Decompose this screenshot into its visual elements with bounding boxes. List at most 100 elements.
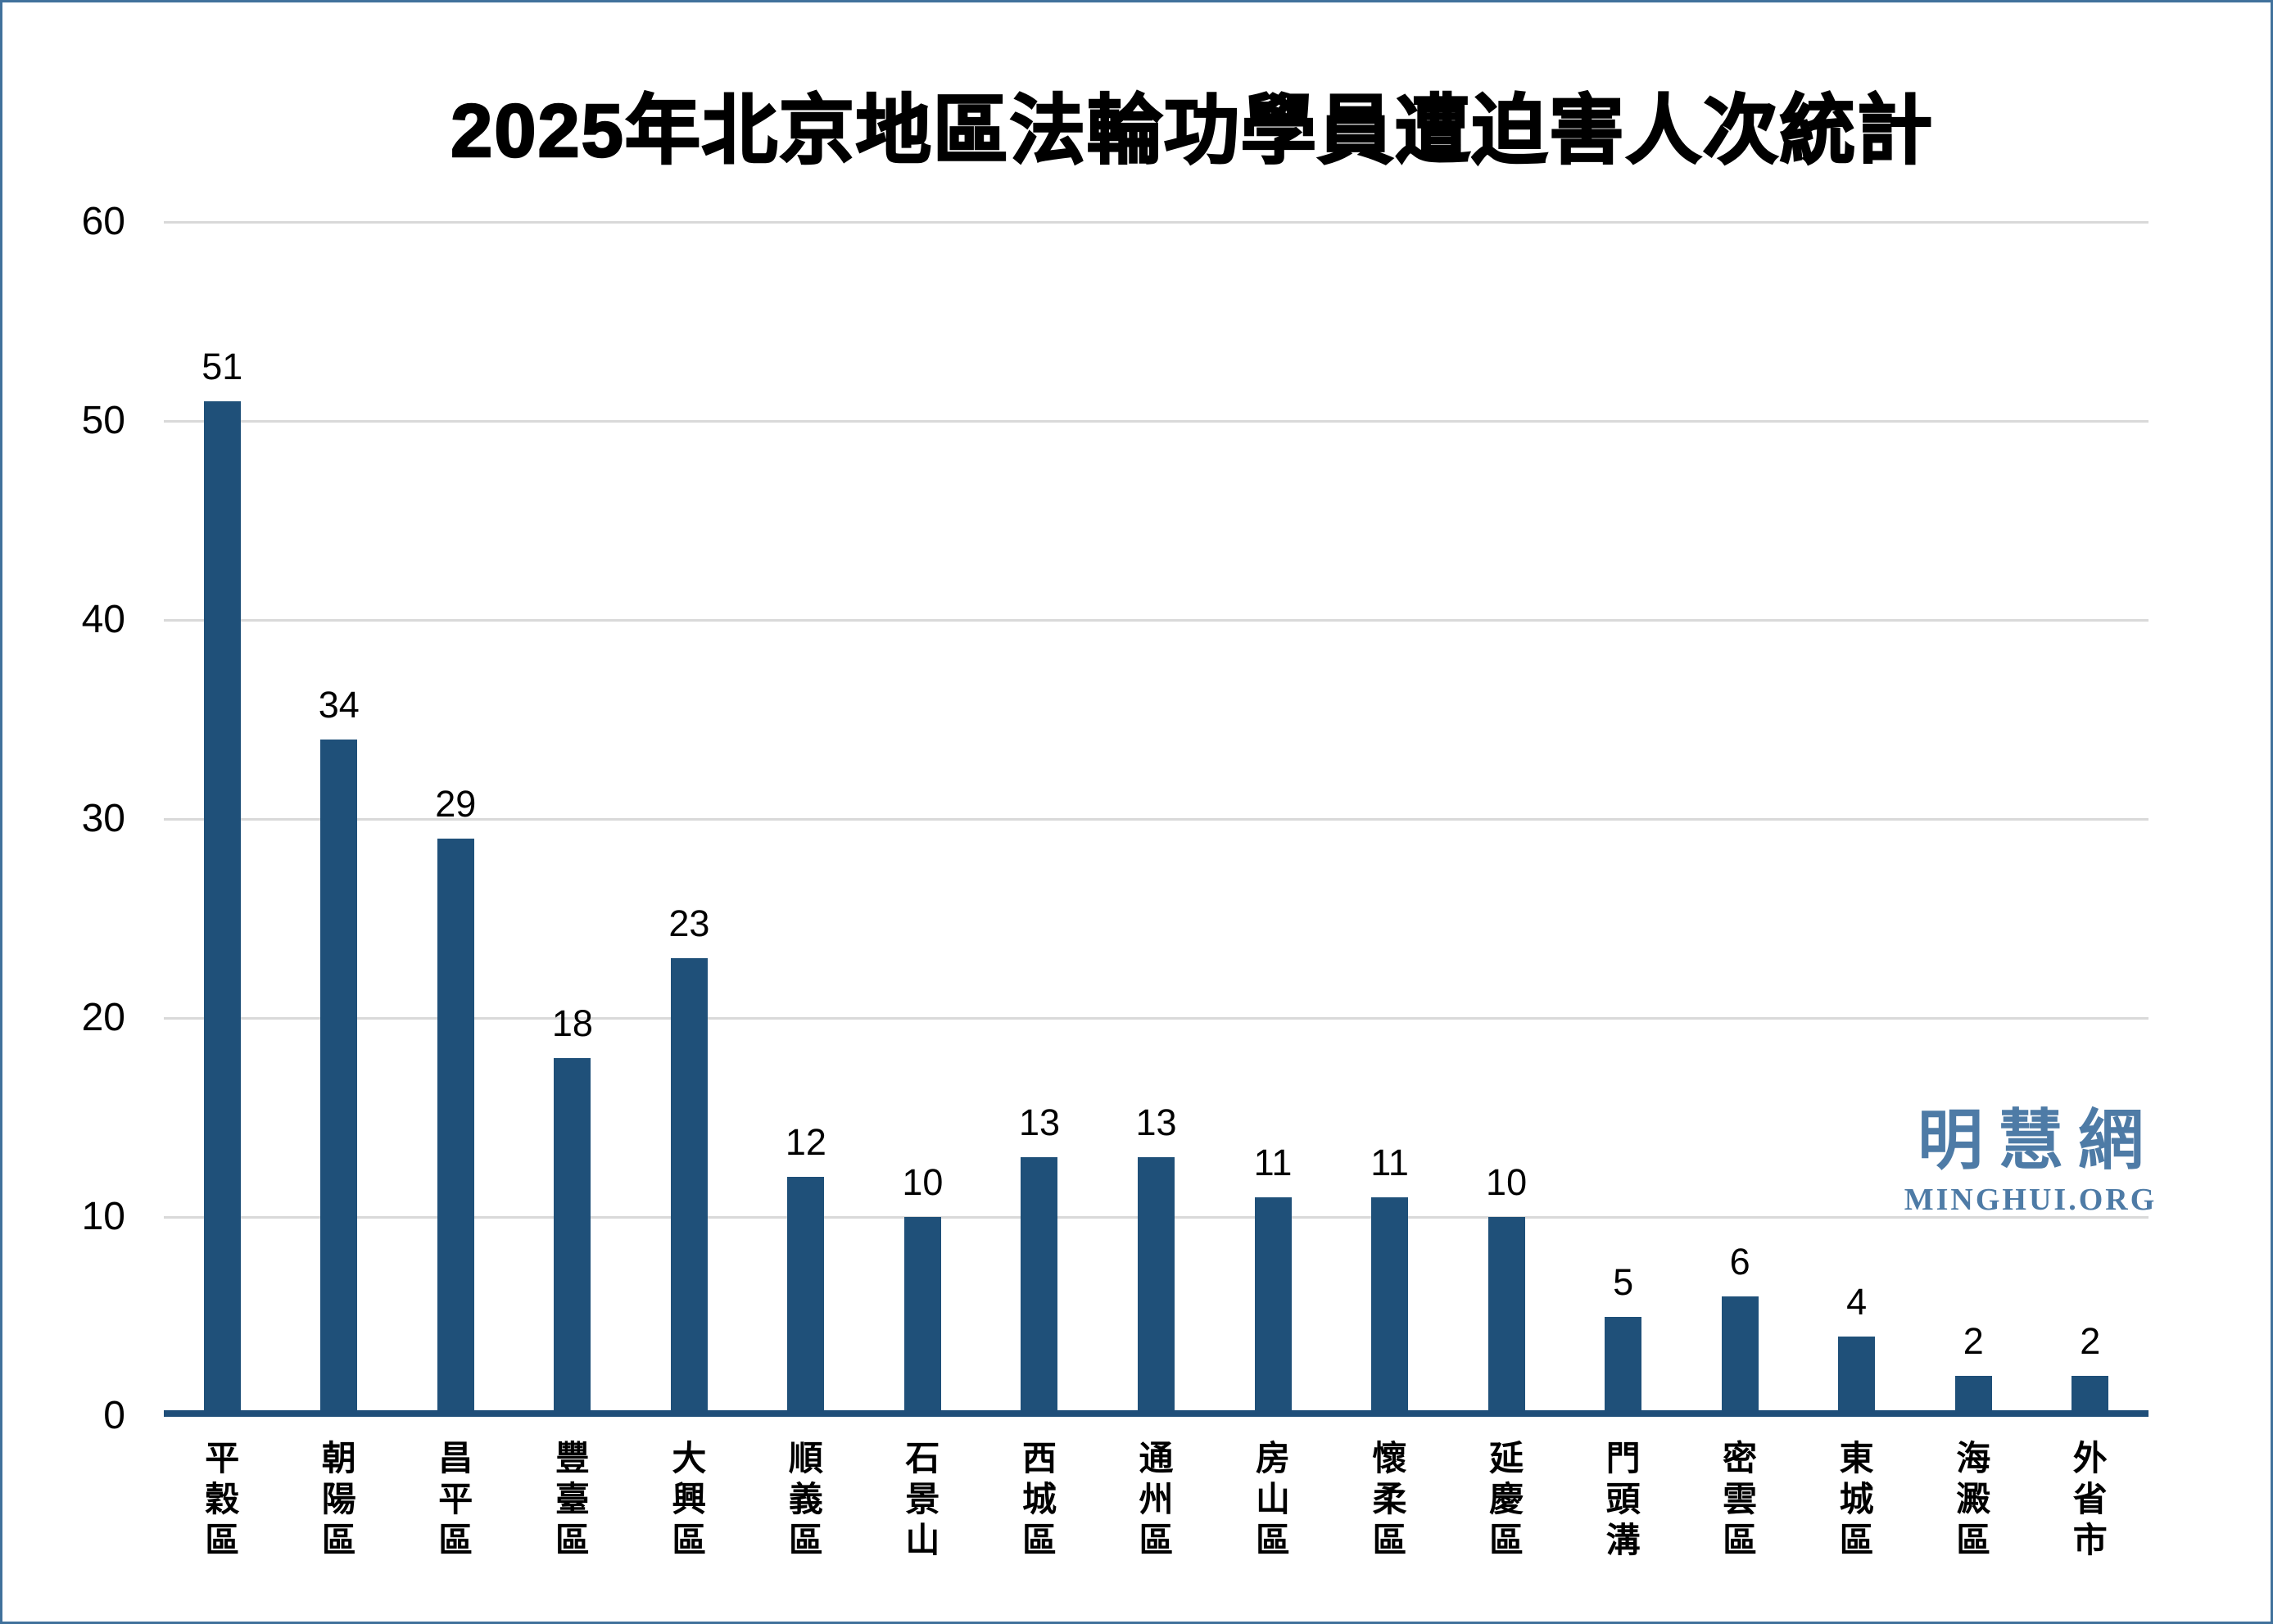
x-category-label: 門頭溝	[1597, 1438, 1650, 1561]
x-category-char: 密	[1723, 1439, 1758, 1477]
bar-value-label: 23	[668, 902, 710, 945]
y-tick-label: 60	[81, 200, 125, 243]
x-category-char: 區	[1489, 1521, 1524, 1559]
bar-value-label: 2	[2080, 1320, 2101, 1363]
minghui-watermark: 明慧網 MINGHUI.ORG	[1899, 1106, 2162, 1218]
x-category-char: 大	[672, 1439, 707, 1477]
x-category-char: 豐	[555, 1439, 590, 1477]
x-category-char: 昌	[438, 1439, 473, 1477]
x-category-char: 區	[788, 1521, 823, 1559]
y-tick-label: 10	[81, 1195, 125, 1238]
bar-value-label: 34	[318, 683, 360, 726]
x-category-char: 區	[205, 1521, 240, 1559]
bar	[1254, 1197, 1292, 1416]
bar	[554, 1057, 591, 1416]
bar-value-label: 10	[902, 1161, 944, 1203]
minghui-logo-latin: MINGHUI.ORG	[1904, 1183, 2158, 1217]
gridline	[164, 419, 2148, 423]
y-tick-label: 30	[81, 797, 125, 840]
x-category-char: 區	[1839, 1521, 1874, 1559]
x-category-char: 區	[1139, 1521, 1174, 1559]
x-category-char: 山	[905, 1521, 940, 1559]
x-category-char: 石	[905, 1439, 940, 1477]
x-category-char: 區	[1372, 1521, 1407, 1559]
x-category-char: 延	[1489, 1439, 1524, 1477]
x-category-char: 澱	[1956, 1480, 1991, 1518]
x-category-label: 石景山	[896, 1438, 949, 1561]
x-category-char: 義	[788, 1480, 823, 1518]
x-category-char: 朝	[321, 1439, 356, 1477]
bar-value-label: 12	[785, 1121, 826, 1164]
bar-value-label: 51	[201, 345, 243, 387]
bar	[1838, 1336, 1876, 1416]
x-category-char: 區	[1021, 1521, 1057, 1559]
bar-value-label: 4	[1846, 1280, 1868, 1323]
y-tick-label: 20	[81, 996, 125, 1039]
bar-value-label: 18	[551, 1002, 593, 1044]
x-category-label: 通州區	[1130, 1438, 1183, 1561]
bar	[203, 400, 241, 1416]
x-category-label: 平穀區	[196, 1438, 248, 1561]
bar-value-label: 13	[1135, 1102, 1177, 1144]
gridline	[164, 1016, 2148, 1020]
x-category-label: 延慶區	[1480, 1438, 1533, 1561]
x-category-char: 頭	[1605, 1480, 1641, 1518]
x-category-char: 臺	[555, 1480, 590, 1518]
x-category-char: 溝	[1605, 1521, 1641, 1559]
x-category-char: 房	[1256, 1439, 1291, 1477]
x-category-char: 海	[1956, 1439, 1991, 1477]
bar	[670, 958, 708, 1416]
x-category-char: 區	[1256, 1521, 1291, 1559]
bar	[1371, 1197, 1409, 1416]
x-category-char: 懷	[1372, 1439, 1407, 1477]
x-category-char: 柔	[1372, 1480, 1407, 1518]
bar-value-label: 11	[1253, 1141, 1293, 1183]
bar	[1721, 1296, 1759, 1416]
x-category-char: 省	[2072, 1480, 2108, 1518]
bar-value-label: 5	[1613, 1260, 1634, 1303]
y-tick-label: 40	[81, 598, 125, 641]
x-category-char: 東	[1839, 1439, 1874, 1477]
bar	[320, 739, 358, 1416]
x-category-char: 山	[1256, 1480, 1291, 1518]
bar-value-label: 2	[1963, 1320, 1984, 1363]
x-axis-category-labels: 平穀區朝陽區昌平區豐臺區大興區順義區石景山西城區通州區房山區懷柔區延慶區門頭溝密…	[164, 1438, 2148, 1577]
bar	[1487, 1217, 1525, 1416]
x-category-label: 懷柔區	[1364, 1438, 1416, 1561]
x-category-label: 昌平區	[429, 1438, 482, 1561]
y-tick-label: 50	[81, 399, 125, 442]
x-category-label: 豐臺區	[546, 1438, 599, 1561]
x-category-char: 陽	[321, 1480, 356, 1518]
bar-value-label: 11	[1370, 1141, 1409, 1183]
x-category-char: 區	[555, 1521, 590, 1559]
x-category-char: 區	[1956, 1521, 1991, 1559]
gridline	[164, 618, 2148, 622]
x-category-char: 外	[2072, 1439, 2108, 1477]
x-category-char: 景	[905, 1480, 940, 1518]
x-category-label: 順義區	[780, 1438, 832, 1561]
x-category-label: 密雲區	[1714, 1438, 1766, 1561]
x-category-label: 朝陽區	[313, 1438, 365, 1561]
x-category-label: 海澱區	[1947, 1438, 1999, 1561]
bar	[1021, 1157, 1058, 1416]
bar-value-label: 29	[435, 783, 477, 826]
x-category-char: 雲	[1723, 1480, 1758, 1518]
x-category-char: 西	[1021, 1439, 1057, 1477]
bar	[1954, 1376, 1992, 1416]
gridline	[164, 817, 2148, 821]
bar	[2072, 1376, 2109, 1416]
x-category-char: 區	[438, 1521, 473, 1559]
bar-value-label: 10	[1486, 1161, 1528, 1203]
x-category-char: 區	[321, 1521, 356, 1559]
bar	[1138, 1157, 1175, 1416]
bar	[903, 1217, 941, 1416]
x-category-char: 區	[1723, 1521, 1758, 1559]
x-category-char: 穀	[205, 1480, 240, 1518]
x-category-char: 平	[205, 1439, 240, 1477]
x-category-char: 區	[672, 1521, 707, 1559]
bar-value-label: 6	[1729, 1241, 1750, 1283]
bar	[1605, 1316, 1642, 1416]
x-category-char: 城	[1021, 1480, 1057, 1518]
x-category-label: 西城區	[1013, 1438, 1066, 1561]
